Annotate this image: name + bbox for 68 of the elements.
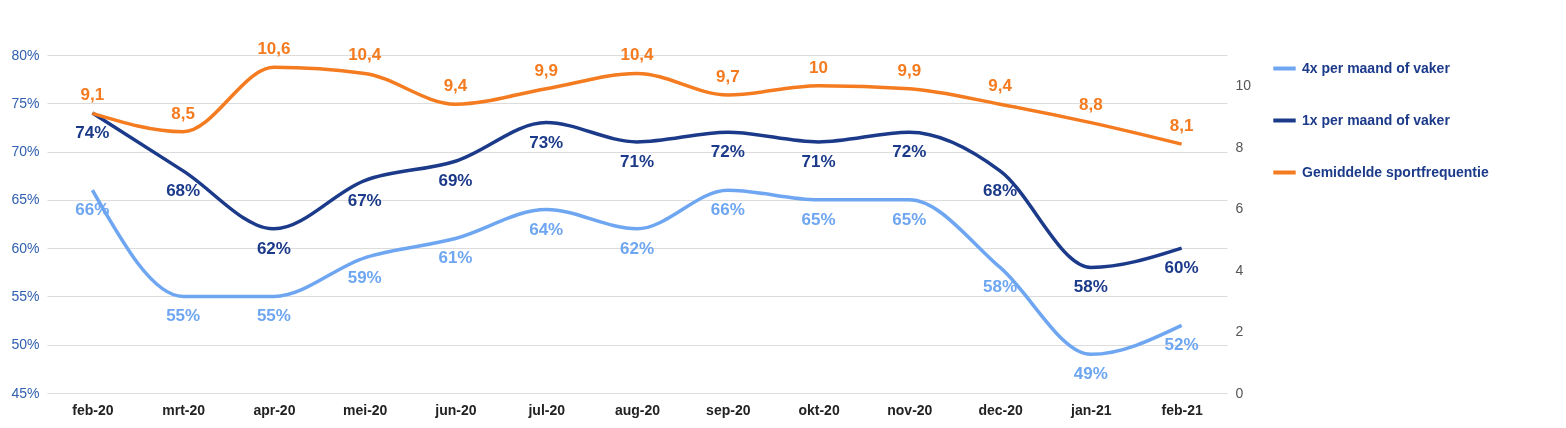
y2-tick-label: 6 <box>1235 200 1244 217</box>
data-label: 68% <box>983 180 1018 200</box>
x-tick-label: sep-20 <box>706 401 751 418</box>
data-label: 55% <box>256 306 291 326</box>
data-label: 9,9 <box>534 60 559 80</box>
data-label: 8,1 <box>1169 116 1194 136</box>
x-tick-label: jan-21 <box>1070 401 1112 418</box>
x-tick-label: okt-20 <box>798 401 840 418</box>
data-label: 8,5 <box>171 103 195 123</box>
y-tick-label: 55% <box>11 287 40 304</box>
data-label: 59% <box>347 267 382 287</box>
data-label: 61% <box>438 248 473 268</box>
data-label: 65% <box>801 209 836 229</box>
y2-tick-label: 8 <box>1235 138 1244 155</box>
data-label: 62% <box>256 238 291 258</box>
y2-tick-label: 10 <box>1235 77 1252 94</box>
data-label: 72% <box>710 142 745 162</box>
data-label: 9,4 <box>988 76 1013 96</box>
x-tick-label: feb-20 <box>72 401 114 418</box>
data-label: 9,7 <box>715 66 740 86</box>
data-label: 60% <box>1164 258 1199 278</box>
y2-tick-label: 2 <box>1235 323 1244 340</box>
data-label: 55% <box>166 306 201 326</box>
data-label: 9,4 <box>443 76 468 96</box>
y-tick-label: 75% <box>11 94 40 111</box>
legend-label: 4x per maand of vaker <box>1302 59 1451 76</box>
data-label: 8,8 <box>1079 94 1103 114</box>
x-tick-label: feb-21 <box>1161 401 1203 418</box>
data-label: 71% <box>619 151 655 171</box>
data-label: 71% <box>801 151 836 171</box>
data-label: 66% <box>710 200 745 220</box>
data-label: 65% <box>892 209 927 229</box>
y-tick-label: 70% <box>11 143 40 160</box>
data-label: 9,1 <box>80 85 105 105</box>
data-label: 68% <box>166 180 201 200</box>
data-label: 49% <box>1073 364 1108 384</box>
y-tick-label: 80% <box>11 46 40 63</box>
data-label: 10,6 <box>257 39 291 59</box>
data-label: 67% <box>347 190 382 210</box>
data-label: 69% <box>438 171 473 191</box>
y-tick-label: 50% <box>11 336 40 353</box>
legend-label: Gemiddelde sportfrequentie <box>1302 163 1489 180</box>
y2-tick-label: 0 <box>1235 384 1244 401</box>
x-tick-label: mrt-20 <box>162 401 206 418</box>
data-label: 73% <box>529 132 564 152</box>
data-label: 58% <box>1073 277 1108 297</box>
x-tick-label: aug-20 <box>614 401 661 418</box>
data-label: 64% <box>529 219 564 239</box>
data-label: 58% <box>983 277 1018 297</box>
x-tick-label: mei-20 <box>343 401 388 418</box>
data-label: 9,9 <box>897 60 922 80</box>
data-label: 10 <box>809 57 828 77</box>
y-tick-label: 45% <box>11 384 40 401</box>
data-label: 74% <box>75 122 110 142</box>
y-tick-label: 60% <box>11 239 40 256</box>
y-tick-label: 65% <box>11 191 40 208</box>
x-tick-label: jul-20 <box>527 401 566 418</box>
x-tick-label: jun-20 <box>434 401 477 418</box>
y2-tick-label: 4 <box>1235 261 1244 278</box>
data-label: 72% <box>892 142 927 162</box>
x-tick-label: nov-20 <box>887 401 933 418</box>
data-label: 10,4 <box>620 45 655 65</box>
data-label: 10,4 <box>348 45 382 65</box>
data-label: 52% <box>1164 335 1199 355</box>
x-tick-label: apr-20 <box>253 401 296 418</box>
x-tick-label: dec-20 <box>978 401 1023 418</box>
legend-label: 1x per maand of vaker <box>1302 111 1451 128</box>
data-label: 62% <box>619 238 655 258</box>
